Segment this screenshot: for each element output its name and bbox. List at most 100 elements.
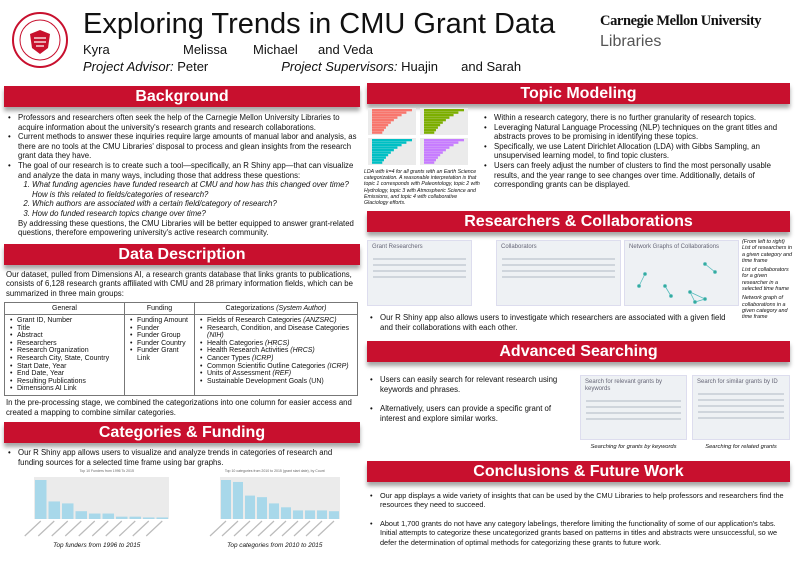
caption: Searching for related grants	[705, 444, 777, 450]
bar	[129, 516, 142, 519]
term-bar	[424, 116, 450, 119]
list-item: Units of Assessment (REF)	[198, 370, 354, 378]
figure-caption: Top funders from 1996 to 2015	[53, 541, 141, 549]
list-item: Funder Country	[128, 340, 191, 348]
bar	[316, 510, 327, 519]
term-bar	[372, 129, 384, 132]
bar	[220, 479, 231, 519]
term-bar	[424, 129, 436, 132]
term-bar	[372, 124, 389, 127]
bar	[244, 495, 255, 519]
term-bar	[424, 121, 443, 124]
list-item: Users can easily search for relevant res…	[368, 375, 573, 394]
term-bar	[372, 139, 412, 142]
list-item: Resulting Publications	[8, 378, 121, 386]
list-item: Research City, State, Country	[8, 355, 121, 363]
author: Michael	[253, 42, 298, 57]
term-bar	[372, 146, 398, 149]
list-item: Funder Grant Link	[128, 347, 191, 362]
list-item: Cancer Types (ICRP)	[198, 355, 354, 363]
list-item: How do funded research topics change ove…	[32, 209, 358, 219]
term-bar	[424, 146, 450, 149]
list-item: Our R Shiny app allows users to visualiz…	[6, 448, 358, 467]
advisor: Peter	[177, 59, 209, 74]
list-item: Research, Condition, and Disease Categor…	[198, 325, 354, 340]
network-graph	[637, 262, 717, 304]
list-item: Our app displays a wide variety of insig…	[368, 491, 792, 510]
section-header-categories-funding: Categories & Funding	[4, 422, 360, 444]
list-item: About 1,700 grants do not have any categ…	[368, 519, 792, 547]
tick-label	[245, 520, 263, 537]
list-item: Users can freely adjust the number of cl…	[482, 161, 790, 190]
cmu-seal-icon	[12, 12, 68, 68]
term-bar	[424, 119, 446, 122]
bar	[62, 503, 74, 519]
tick-label	[92, 520, 109, 537]
tick-label	[119, 520, 136, 537]
bar	[156, 517, 169, 519]
tick-label	[221, 520, 239, 537]
list-item: Start Date, Year	[8, 363, 121, 371]
supervisors-label: Project Supervisors:	[281, 59, 398, 74]
researchers-body: Our R Shiny app also allows users to inv…	[368, 313, 736, 332]
conclusions-list: Our app displays a wide variety of insig…	[368, 491, 792, 547]
term-bar	[372, 111, 407, 114]
term-bar	[424, 149, 446, 152]
term-bar	[372, 131, 383, 134]
section-header-conclusions: Conclusions & Future Work	[367, 461, 790, 482]
list-item: Health Categories (HRCS)	[198, 340, 354, 348]
panel-title: Network Graphs of Collaborations	[629, 244, 720, 250]
bar	[75, 511, 88, 519]
tick-label	[132, 520, 150, 537]
list-item: Health Research Activities (HRCS)	[198, 347, 354, 355]
list-item: Researchers	[8, 340, 121, 348]
list-item: Dimensions AI Link	[8, 385, 121, 393]
data-intro: Our dataset, pulled from Dimensions AI, …	[6, 269, 353, 298]
list-item: Which authors are associated with a cert…	[32, 199, 358, 209]
bar	[89, 513, 101, 519]
caption: Searching for grants by keywords	[590, 444, 677, 450]
advanced-body: Users can easily search for relevant res…	[368, 375, 573, 423]
categories-figure: Top 10 categories from 2010 to 2015 (gra…	[205, 469, 345, 550]
panel-title: Collaborators	[501, 244, 537, 250]
col-funding: Funding	[124, 301, 195, 316]
funders-figure: Top 10 Funders from 1996 To 2015 Top fun…	[19, 469, 174, 550]
advanced-list: Users can easily search for relevant res…	[368, 375, 573, 423]
term-bar	[372, 109, 412, 112]
term-bar	[372, 161, 383, 164]
researchers-captions: (From left to right) List of researchers…	[742, 239, 794, 321]
col-general: General	[4, 301, 125, 316]
list-item: Sustainable Development Goals (UN)	[198, 378, 354, 386]
term-bar	[372, 151, 391, 154]
section-header-data-description: Data Description	[4, 243, 360, 265]
section-header-topic-modeling: Topic Modeling	[367, 83, 790, 104]
list-item: Within a research category, there is no …	[482, 113, 790, 123]
categories-body: Our R Shiny app allows users to visualiz…	[4, 448, 360, 467]
term-bar	[424, 144, 454, 147]
data-outro: In the pre-processing stage, we combined…	[6, 398, 352, 417]
list-item: Specifically, we use Latent Dirichlet Al…	[482, 142, 790, 161]
tick-label	[51, 520, 69, 537]
advisor-label: Project Advisor:	[83, 59, 174, 74]
term-bar	[372, 149, 394, 152]
similar-search-screenshot: Search for similar grants by ID	[692, 375, 790, 440]
logo-line2: Libraries	[600, 33, 662, 50]
bar	[35, 479, 47, 519]
term-bar	[372, 141, 407, 144]
list-item: Funder	[128, 325, 191, 333]
panel-title: Search for relevant grants by keywords	[585, 379, 663, 392]
list-item: What funding agencies have funded resear…	[32, 180, 358, 199]
questions-list: What funding agencies have funded resear…	[6, 180, 358, 218]
bar	[256, 497, 267, 519]
bar	[116, 516, 128, 519]
list-item: Common Scientific Outline Categories (IC…	[198, 363, 354, 371]
list-item: The goal of our research is to create su…	[6, 161, 358, 180]
term-bar	[372, 126, 386, 129]
left-column: Background Professors and researchers of…	[4, 86, 360, 550]
term-bar	[424, 141, 459, 144]
topic-list: Within a research category, there is no …	[482, 113, 790, 190]
author: and Veda	[318, 42, 373, 57]
term-bar	[372, 119, 394, 122]
term-bar	[372, 159, 384, 162]
keyword-search-screenshot: Search for relevant grants by keywords	[580, 375, 687, 440]
